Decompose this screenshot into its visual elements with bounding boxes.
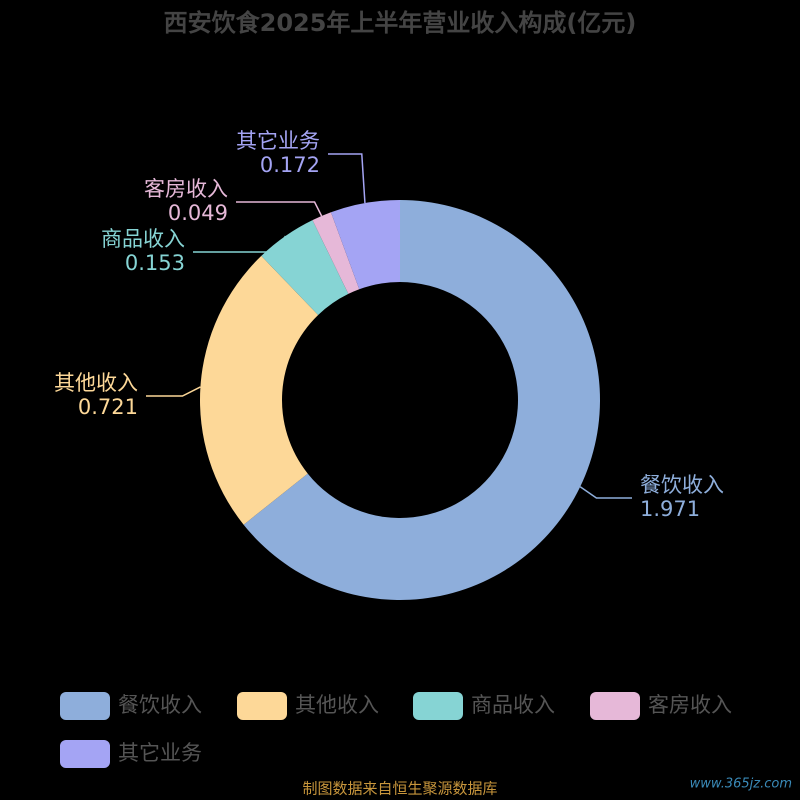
leader-line [193,235,287,253]
source-note: 制图数据来自恒生聚源数据库 [302,780,497,798]
slice-value: 0.172 [260,153,320,177]
leader-line [579,486,632,499]
legend-swatch [60,740,110,768]
leader-line [328,153,366,204]
legend-label: 其他收入 [295,693,379,717]
slice-value: 0.153 [125,251,185,275]
slice-value: 0.049 [168,201,228,225]
leader-line [236,201,323,217]
legend-label: 其它业务 [118,741,202,765]
donut-slice [330,200,400,290]
slice-label: 其他收入 [54,371,138,395]
chart-title: 西安饮食2025年上半年营业收入构成(亿元) [164,9,637,37]
legend-label: 餐饮收入 [118,693,202,717]
legend-label: 客房收入 [648,693,732,717]
watermark: www.365jz.com [690,777,792,792]
legend-swatch [413,692,463,720]
donut-slice [243,200,601,600]
slice-value: 0.721 [78,395,138,419]
leader-line [146,386,201,397]
donut-slice [261,220,349,315]
legend-swatch [60,692,110,720]
donut-slice [199,255,319,525]
slice-label: 餐饮收入 [640,473,724,497]
legend-swatch [237,692,287,720]
slice-label: 商品收入 [101,227,185,251]
legend-swatch [590,692,640,720]
slice-label: 其它业务 [236,129,320,153]
slice-label: 客房收入 [144,177,228,201]
slice-value: 1.971 [640,497,700,521]
legend-label: 商品收入 [471,693,555,717]
donut-slice [312,212,360,294]
